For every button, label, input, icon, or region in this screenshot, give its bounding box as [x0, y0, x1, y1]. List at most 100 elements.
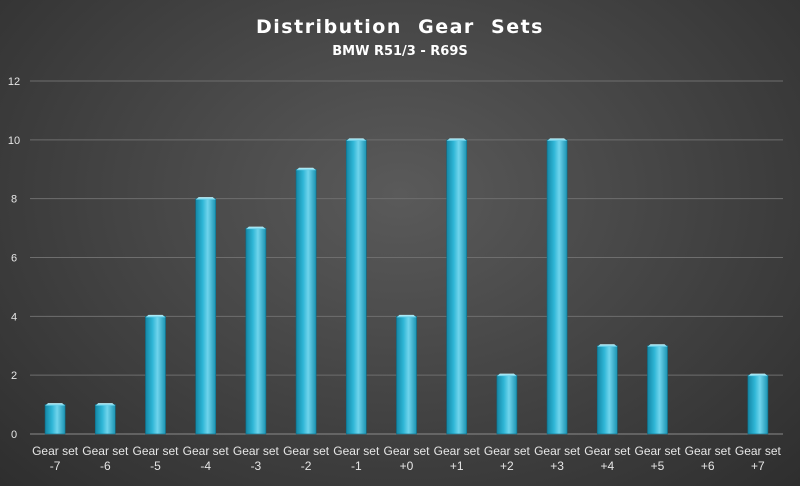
x-tick-label: Gear set -4 [183, 444, 230, 473]
x-tick-label: Gear set +1 [434, 444, 481, 473]
bar-cap [547, 138, 568, 141]
bar-body [44, 404, 66, 435]
x-tick-label: Gear set +0 [383, 444, 430, 473]
x-tick-label-line1: Gear set [434, 444, 481, 458]
bar-body [145, 316, 166, 435]
bar-cap [446, 138, 467, 141]
y-tick-label: 6 [11, 253, 17, 265]
x-tick-label-line1: Gear set [333, 444, 380, 458]
y-tick-label: 12 [8, 76, 20, 88]
x-tick-label: Gear set -1 [333, 444, 380, 473]
bar-body [94, 404, 116, 435]
x-tick-label-line2: -4 [200, 459, 211, 473]
bar-body [245, 227, 267, 435]
bar-cap [45, 403, 66, 406]
x-tick-label-line2: +2 [500, 459, 514, 473]
y-tick-label: 2 [11, 370, 17, 382]
x-tick-label-line1: Gear set [685, 444, 732, 458]
bar [546, 138, 568, 435]
x-tick-label-line1: Gear set [183, 444, 230, 458]
bar-cap [95, 403, 116, 406]
bar-cap [296, 167, 317, 171]
x-tick-label: Gear set +7 [735, 444, 782, 473]
bar-body [647, 345, 668, 435]
x-tick-label-line2: -2 [301, 459, 312, 473]
x-tick-label-line1: Gear set [132, 444, 179, 458]
bar-body [496, 374, 518, 435]
bar-body [747, 374, 769, 435]
x-tick-label-line1: Gear set [534, 444, 581, 458]
x-tick-label-line1: Gear set [283, 444, 330, 458]
x-tick-label: Gear set +3 [534, 444, 581, 473]
bar-body [596, 345, 618, 435]
x-tick-label: Gear set +4 [584, 444, 631, 473]
x-tick-label: Gear set -2 [283, 444, 330, 473]
x-tick-label: Gear set +2 [484, 444, 531, 473]
bar [145, 314, 166, 435]
x-tick-label-line2: +4 [600, 459, 614, 473]
x-tick-label-line2: +7 [751, 459, 765, 473]
bars [44, 138, 769, 435]
bar [596, 344, 618, 435]
bar-cap [747, 373, 768, 377]
bar-body [295, 168, 317, 435]
bar [396, 314, 417, 435]
x-tick-label-line1: Gear set [32, 444, 79, 458]
chart-subtitle: BMW R51/3 - R69S [332, 44, 468, 59]
y-tick-label: 4 [11, 311, 17, 323]
x-tick-label-line2: +0 [400, 459, 414, 473]
x-tick-label-line1: Gear set [233, 444, 280, 458]
x-tick-label: Gear set -6 [82, 444, 129, 473]
x-tick-label-line1: Gear set [82, 444, 129, 458]
bar-cap [647, 344, 668, 347]
bar-body [446, 139, 468, 435]
bar-cap [597, 344, 618, 347]
x-tick-label-line1: Gear set [383, 444, 430, 458]
y-tick-label: 8 [11, 194, 17, 206]
bar-body [345, 139, 367, 435]
bar [245, 226, 267, 435]
bar [195, 197, 217, 435]
bar-body [195, 198, 217, 435]
x-tick-label-line2: -7 [50, 459, 61, 473]
y-axis-ticks: 0 2 4 6 8 10 12 [8, 76, 20, 441]
x-tick-label-line2: -3 [251, 459, 262, 473]
bar-body [546, 139, 568, 435]
chart-title: Distribution Gear Sets [256, 16, 544, 38]
bar-body [396, 316, 417, 435]
bar [345, 138, 367, 435]
bar [94, 403, 116, 435]
bar [496, 373, 518, 435]
x-tick-label: Gear set -5 [132, 444, 179, 473]
x-tick-label-line1: Gear set [584, 444, 631, 458]
bar-cap [496, 373, 517, 377]
x-tick-label-line2: +3 [550, 459, 564, 473]
x-tick-label-line1: Gear set [484, 444, 531, 458]
x-tick-label-line2: +6 [701, 459, 715, 473]
bar-cap [145, 314, 166, 318]
y-tick-label: 10 [8, 135, 20, 147]
bar [44, 403, 66, 435]
bar-cap [396, 314, 417, 318]
bar-cap [346, 138, 367, 141]
bar [446, 138, 468, 435]
x-tick-label-line1: Gear set [735, 444, 782, 458]
x-tick-label-line2: -6 [100, 459, 111, 473]
bar-cap [245, 226, 266, 230]
y-tick-label: 0 [11, 429, 17, 441]
x-tick-label-line2: +5 [651, 459, 665, 473]
x-tick-label: Gear set +5 [634, 444, 681, 473]
bar-cap [195, 197, 216, 200]
x-tick-label: Gear set +6 [685, 444, 732, 473]
x-tick-label-line2: -5 [150, 459, 161, 473]
x-tick-label-line1: Gear set [634, 444, 681, 458]
x-tick-label-line2: +1 [450, 459, 464, 473]
x-tick-label: Gear set -3 [233, 444, 280, 473]
x-tick-label: Gear set -7 [32, 444, 79, 473]
x-tick-label-line2: -1 [351, 459, 362, 473]
bar [747, 373, 769, 435]
bar [295, 167, 317, 435]
bar [647, 344, 668, 435]
